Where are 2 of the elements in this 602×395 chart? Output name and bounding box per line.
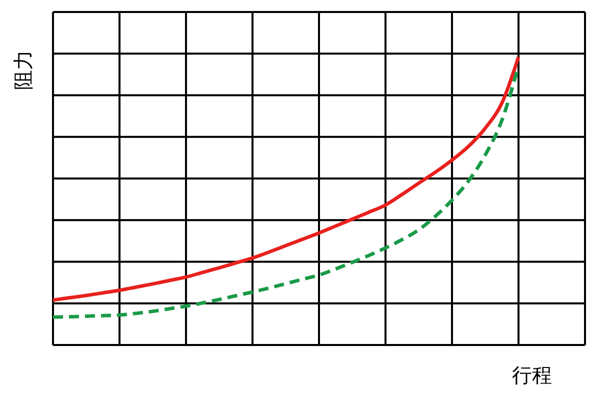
y-axis-title: 阻力 xyxy=(11,50,35,90)
x-axis-title: 行程 xyxy=(512,363,552,387)
